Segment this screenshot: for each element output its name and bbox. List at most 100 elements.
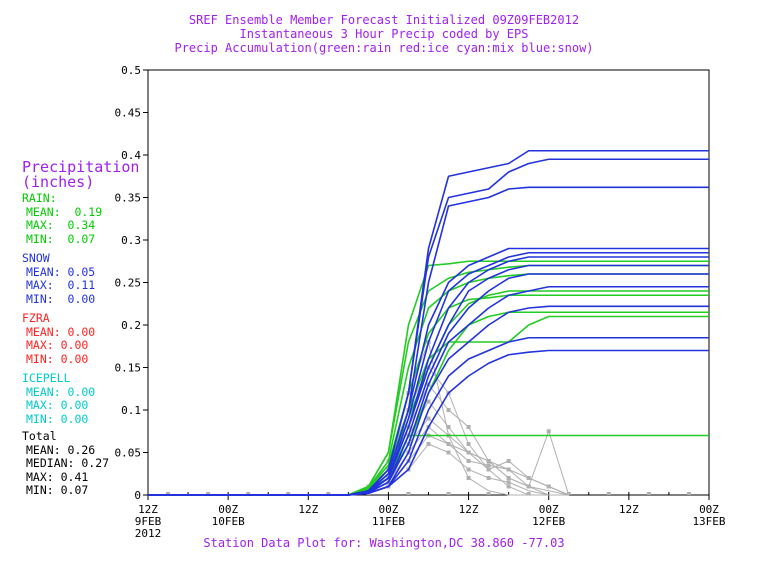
legend-heading-1: Precipitation bbox=[22, 158, 140, 176]
baseline-marker bbox=[206, 492, 211, 495]
x-tick-label: 12Z bbox=[619, 503, 639, 516]
y-tick-label: 0.3 bbox=[121, 234, 141, 247]
legend-heading-2: (inches) bbox=[22, 173, 95, 191]
y-tick-label: 0.1 bbox=[121, 404, 141, 417]
legend-stat-row: MEAN: 0.00 bbox=[26, 384, 96, 399]
baseline-marker bbox=[406, 492, 411, 495]
baseline-marker bbox=[166, 492, 171, 495]
instant-precip-marker bbox=[466, 425, 471, 429]
chart-title-line-1: SREF Ensemble Member Forecast Initialize… bbox=[188, 13, 580, 27]
baseline-marker bbox=[246, 492, 251, 495]
instant-precip-marker bbox=[466, 476, 471, 480]
x-tick-label: 00Z bbox=[218, 503, 238, 516]
x-tick-label: 12Z bbox=[459, 503, 479, 516]
y-tick-label: 0 bbox=[134, 489, 141, 502]
x-tick-label: 12Z bbox=[298, 503, 318, 516]
y-tick-label: 0.35 bbox=[115, 192, 142, 205]
instant-precip-marker bbox=[446, 442, 451, 446]
snow-accum-line bbox=[148, 264, 709, 496]
instant-precip-marker bbox=[446, 450, 451, 455]
snow-accum-line bbox=[148, 158, 709, 496]
instant-precip-marker bbox=[466, 459, 471, 463]
x-tick-label: 12FEB bbox=[532, 515, 565, 528]
snow-accum-line bbox=[148, 251, 709, 496]
legend-stat-row: MIN: 0.00 bbox=[26, 351, 89, 366]
baseline-marker bbox=[446, 492, 451, 495]
instant-precip-marker bbox=[546, 484, 551, 489]
instant-precip-marker bbox=[446, 408, 451, 412]
y-tick-label: 0.2 bbox=[121, 319, 141, 332]
legend-group-0: RAIN: MEAN: 0.19 MAX: 0.34 MIN: 0.07 bbox=[22, 191, 139, 246]
x-tick-label: 00Z bbox=[699, 503, 719, 516]
baseline-marker bbox=[526, 492, 531, 495]
snow-accum-line bbox=[148, 285, 709, 496]
snow-accum-line bbox=[148, 349, 709, 496]
instant-precip-marker bbox=[506, 476, 511, 480]
baseline-marker bbox=[486, 492, 491, 495]
instant-precip-marker bbox=[486, 463, 491, 468]
legend-stat-row: MEAN: 0.00 bbox=[26, 324, 96, 339]
y-tick-label: 0.15 bbox=[115, 362, 142, 375]
legend-stat-row: MAX: 0.00 bbox=[26, 338, 89, 352]
legend-group-3: ICEPELL MEAN: 0.00 MAX: 0.00 MIN: 0.00 bbox=[22, 371, 139, 426]
station-footer: Station Data Plot for: Washington,DC 38.… bbox=[203, 536, 565, 550]
instant-precip-marker bbox=[486, 476, 491, 480]
instant-precip-marker bbox=[506, 467, 511, 472]
y-tick-label: 0.5 bbox=[121, 64, 141, 77]
legend-stat-row: MEAN: 0.05 bbox=[26, 264, 96, 279]
legend-stat-row: MIN: 0.00 bbox=[26, 291, 96, 306]
legend-group-name: Total bbox=[22, 429, 57, 443]
instant-precip-marker bbox=[466, 450, 471, 455]
rain-accum-line bbox=[148, 264, 709, 496]
x-tick-label: 2012 bbox=[135, 527, 162, 540]
legend-stat-row: MAX: 0.00 bbox=[26, 398, 89, 412]
y-tick-label: 0.4 bbox=[121, 149, 141, 162]
instant-precip-marker bbox=[546, 429, 551, 434]
x-tick-label: 10FEB bbox=[212, 515, 245, 528]
rain-accum-line bbox=[148, 311, 709, 496]
legend-stat-row: MAX: 0.34 bbox=[26, 218, 96, 232]
x-tick-label: 9FEB bbox=[135, 515, 162, 528]
legend-stat-row: MEAN: 0.19 bbox=[26, 204, 103, 219]
baseline-marker bbox=[686, 492, 691, 495]
instant-precip-marker bbox=[426, 416, 431, 421]
legend-stat-row: MEDIAN: 0.27 bbox=[26, 456, 110, 470]
legend: Precipitation (inches) RAIN: MEAN: 0.19 MA… bbox=[22, 160, 139, 498]
instant-precip-marker bbox=[486, 459, 491, 463]
baseline-marker bbox=[606, 492, 611, 495]
legend-stat-row: MAX: 0.11 bbox=[26, 278, 96, 292]
chart-title-line-2: Instantaneous 3 Hour Precip coded by EPS bbox=[239, 27, 529, 41]
legend-group-name: SNOW bbox=[22, 251, 50, 265]
x-tick-label: 00Z bbox=[539, 503, 559, 516]
legend-group-1: SNOW MEAN: 0.05 MAX: 0.11 MIN: 0.00 bbox=[22, 251, 139, 306]
x-tick-label: 12Z bbox=[138, 503, 158, 516]
legend-stat-row: MIN: 0.07 bbox=[26, 483, 89, 497]
legend-stat-row: MIN: 0.07 bbox=[26, 231, 96, 246]
legend-group-name: FZRA bbox=[22, 311, 50, 325]
y-tick-label: 0.25 bbox=[115, 277, 142, 290]
instant-precip-marker bbox=[506, 459, 511, 463]
legend-groups: RAIN: MEAN: 0.19 MAX: 0.34 MIN: 0.07 SNOW MEA… bbox=[22, 191, 139, 498]
legend-group-4: Total MEAN: 0.26 MEDIAN: 0.27 MAX: 0.41 MIN:… bbox=[22, 429, 139, 498]
instant-precip-marker bbox=[526, 484, 531, 489]
legend-group-2: FZRA MEAN: 0.00 MAX: 0.00 MIN: 0.00 bbox=[22, 311, 139, 366]
instant-precip-marker bbox=[446, 425, 451, 429]
legend-group-name: RAIN: bbox=[22, 191, 57, 205]
instant-precip-marker bbox=[466, 442, 471, 446]
legend-stat-row: MEAN: 0.26 bbox=[26, 442, 96, 457]
baseline-marker bbox=[646, 492, 651, 495]
y-tick-label: 0.05 bbox=[115, 447, 142, 460]
instant-precip-marker bbox=[426, 399, 431, 404]
chart-title-line-3: Precip Accumulation(green:rain red:ice c… bbox=[174, 41, 594, 55]
rain-accum-line bbox=[148, 294, 709, 496]
x-tick-label: 13FEB bbox=[692, 515, 725, 528]
instant-precip-marker bbox=[426, 442, 431, 446]
x-tick-label: 00Z bbox=[378, 503, 398, 516]
legend-group-name: ICEPELL bbox=[22, 371, 71, 385]
baseline-marker bbox=[326, 492, 331, 495]
y-tick-label: 0.45 bbox=[115, 107, 142, 120]
instant-precip-marker bbox=[486, 467, 491, 472]
legend-stat-row: MAX: 0.41 bbox=[26, 469, 89, 484]
instant-precip-marker bbox=[526, 476, 531, 480]
